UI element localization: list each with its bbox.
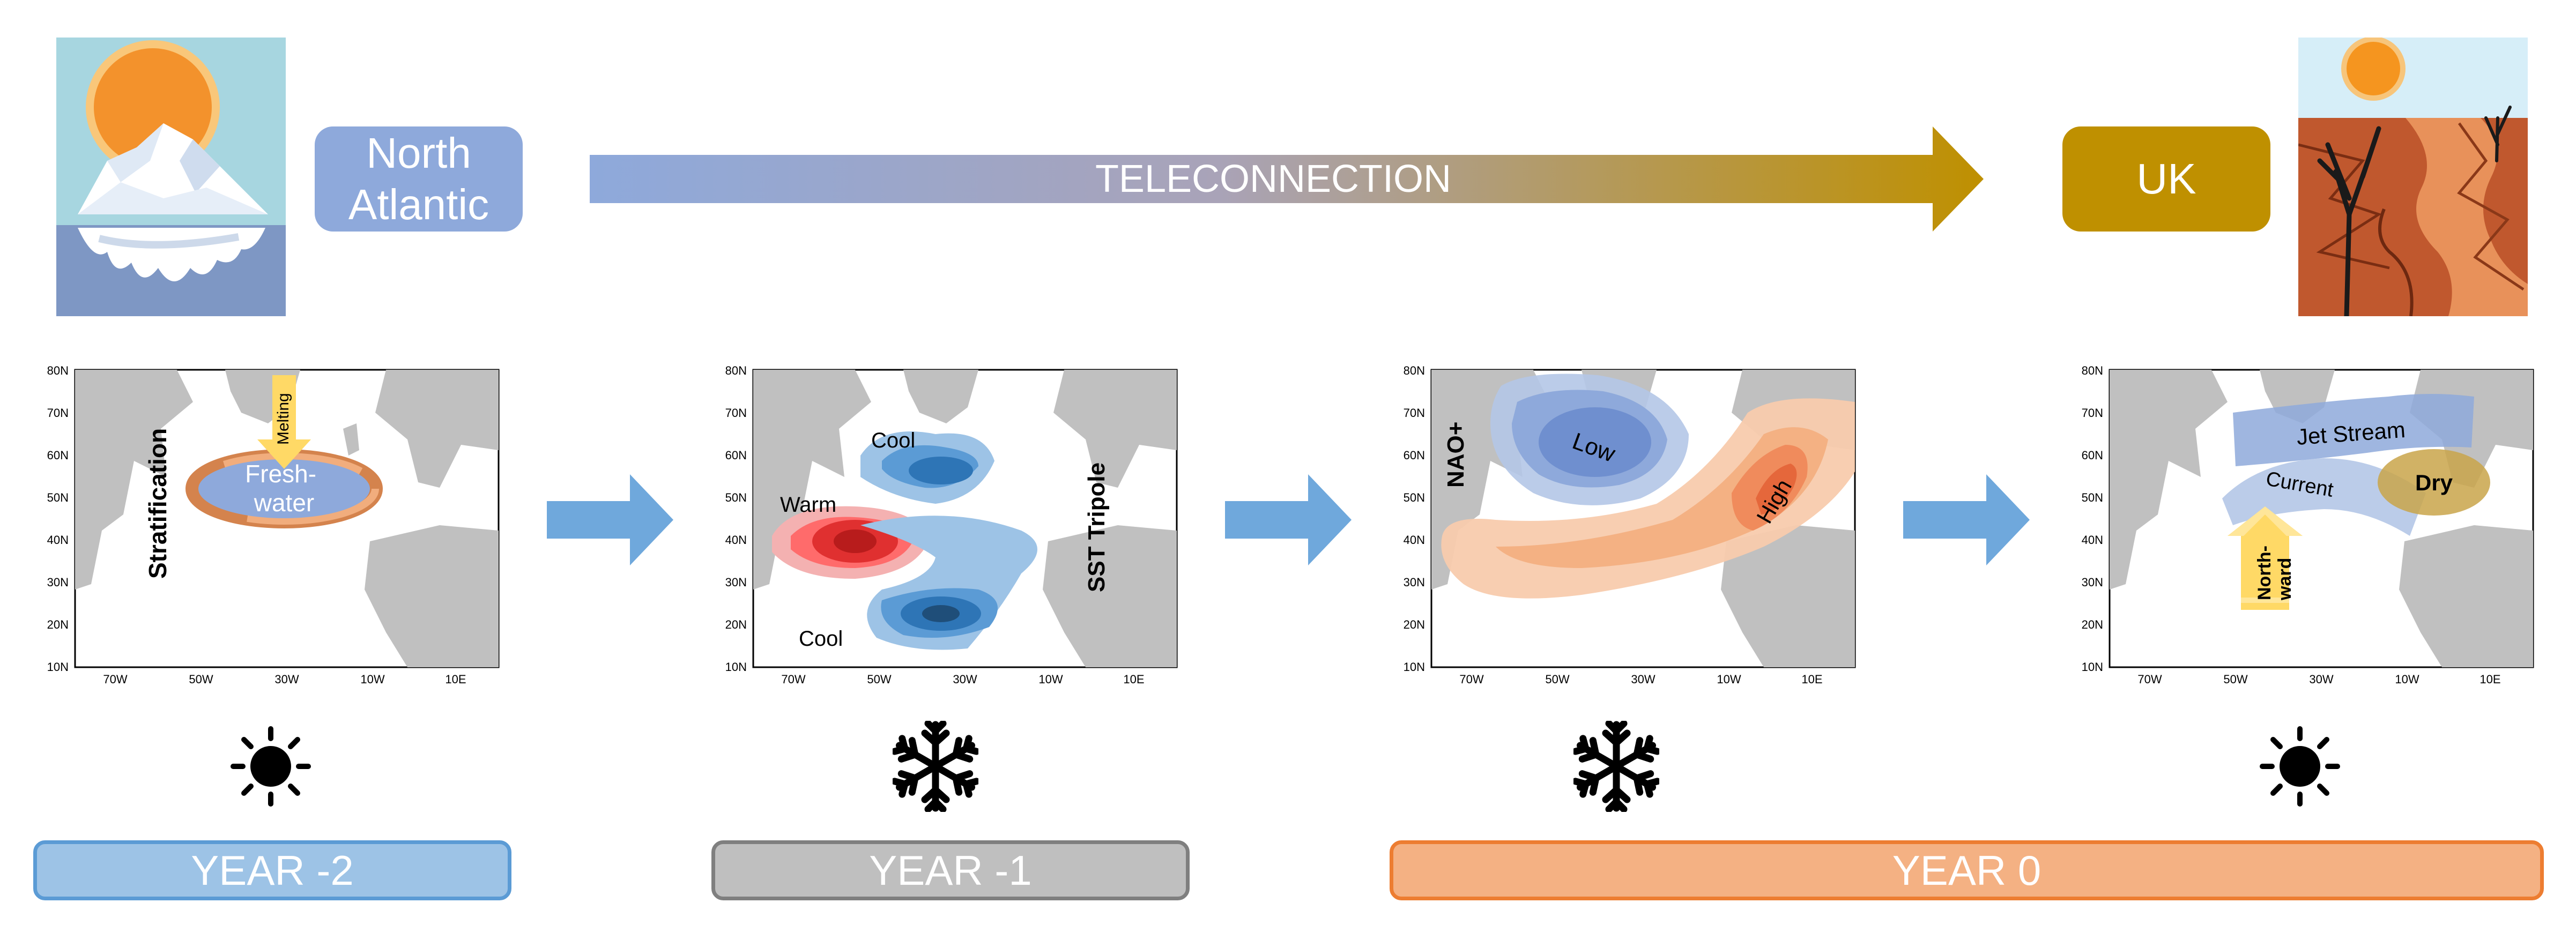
lat-tick: 70N <box>1404 406 1425 420</box>
map-panel-year-minus-1: 80N 70N 60N 50N 40N 30N 20N 10N 70W 50W … <box>678 354 1193 697</box>
teleconnection-arrow <box>590 126 1984 232</box>
flow-arrow-2 <box>1225 474 1352 565</box>
freshwater-line-1: Fresh- <box>245 460 316 488</box>
lat-tick: 40N <box>47 533 69 547</box>
label-cool-top: Cool <box>871 429 915 452</box>
lat-tick: 80N <box>2082 364 2103 377</box>
year-0-bar: YEAR 0 <box>1390 840 2544 900</box>
year-minus-1-bar: YEAR -1 <box>711 840 1190 900</box>
label-warm: Warm <box>780 493 836 517</box>
snowflake-icon <box>1573 720 1659 812</box>
drought-illustration <box>2298 36 2528 319</box>
sun-icon <box>2257 723 2343 809</box>
north-atlantic-label: North Atlantic <box>315 126 523 232</box>
northward-label: North- ward <box>2254 541 2295 601</box>
lat-tick: 20N <box>725 618 747 631</box>
lat-tick-labels: 80N 70N 60N 50N 40N 30N 20N 10N <box>47 364 69 674</box>
lat-tick: 30N <box>725 576 747 589</box>
teleconnection-label: TELECONNECTION <box>1095 158 1452 200</box>
lat-tick: 50N <box>1404 491 1425 504</box>
uk-label: UK <box>2062 126 2270 232</box>
lon-tick: 70W <box>781 673 805 686</box>
map-panel-year-minus-2: 80N 70N 60N 50N 40N 30N 20N 10N 70W 50W … <box>0 354 515 697</box>
lat-tick: 60N <box>47 449 69 462</box>
nao-plus-label: NAO+ <box>1443 422 1469 488</box>
lon-tick: 30W <box>953 673 977 686</box>
label-cool-bottom: Cool <box>799 627 843 651</box>
freshwater-line-2: water <box>254 489 314 517</box>
sst-tripole-label: SST Tripole <box>1083 462 1110 592</box>
lon-tick: 70W <box>1459 673 1483 686</box>
lat-tick: 70N <box>47 406 69 420</box>
lon-tick: 50W <box>2223 673 2247 686</box>
lat-tick: 20N <box>2082 618 2103 631</box>
lat-tick: 80N <box>47 364 69 377</box>
lon-tick: 30W <box>274 673 299 686</box>
lat-tick: 40N <box>1404 533 1425 547</box>
lon-tick: 50W <box>189 673 213 686</box>
lon-tick: 10W <box>1038 673 1063 686</box>
lon-tick: 10E <box>445 673 466 686</box>
lat-tick: 10N <box>2082 660 2103 674</box>
lat-tick: 40N <box>2082 533 2103 547</box>
lon-tick: 50W <box>867 673 891 686</box>
lon-tick: 70W <box>2137 673 2162 686</box>
lat-tick: 60N <box>2082 449 2103 462</box>
lon-tick: 70W <box>103 673 127 686</box>
stratification-label: Stratification <box>144 428 172 579</box>
year-minus-2-bar: YEAR -2 <box>33 840 511 900</box>
lon-tick: 30W <box>2309 673 2333 686</box>
lon-tick: 30W <box>1631 673 1655 686</box>
dry-label: Dry <box>2415 470 2453 495</box>
lat-tick: 70N <box>2082 406 2103 420</box>
map-panel-year-0-winter: 80N 70N 60N 50N 40N 30N 20N 10N 70W 50W … <box>1356 354 1871 697</box>
lat-tick: 80N <box>725 364 747 377</box>
lat-tick: 10N <box>47 660 69 674</box>
lat-tick: 10N <box>725 660 747 674</box>
lon-tick-labels: 70W 50W 30W 10W 10E <box>103 673 466 686</box>
lon-tick: 10W <box>1717 673 1741 686</box>
lat-tick: 60N <box>1404 449 1425 462</box>
snowflake-icon <box>893 720 978 812</box>
lat-tick: 50N <box>725 491 747 504</box>
lat-tick: 10N <box>1404 660 1425 674</box>
lat-tick: 30N <box>47 576 69 589</box>
lon-tick: 10W <box>2395 673 2419 686</box>
flow-arrow-1 <box>547 474 673 565</box>
lon-tick: 50W <box>1545 673 1569 686</box>
lat-tick: 20N <box>1404 618 1425 631</box>
flow-arrow-3 <box>1903 474 2030 565</box>
map-panel-year-0-summer: 80N 70N 60N 50N 40N 30N 20N 10N 70W 50W … <box>2035 354 2549 697</box>
lat-tick: 70N <box>725 406 747 420</box>
sun-icon <box>228 723 314 809</box>
lat-tick: 60N <box>725 449 747 462</box>
lon-tick: 10W <box>360 673 384 686</box>
melting-label: Melting <box>274 393 292 445</box>
lon-tick: 10E <box>2480 673 2500 686</box>
lat-tick: 30N <box>2082 576 2103 589</box>
lon-tick: 10E <box>1123 673 1144 686</box>
lon-tick: 10E <box>1801 673 1822 686</box>
lat-tick: 50N <box>2082 491 2103 504</box>
lat-tick: 20N <box>47 618 69 631</box>
lat-tick: 30N <box>1404 576 1425 589</box>
freshwater-label: Fresh- water <box>245 460 323 517</box>
iceberg-illustration <box>56 38 286 316</box>
lat-tick: 80N <box>1404 364 1425 377</box>
lat-tick: 40N <box>725 533 747 547</box>
lat-tick: 50N <box>47 491 69 504</box>
